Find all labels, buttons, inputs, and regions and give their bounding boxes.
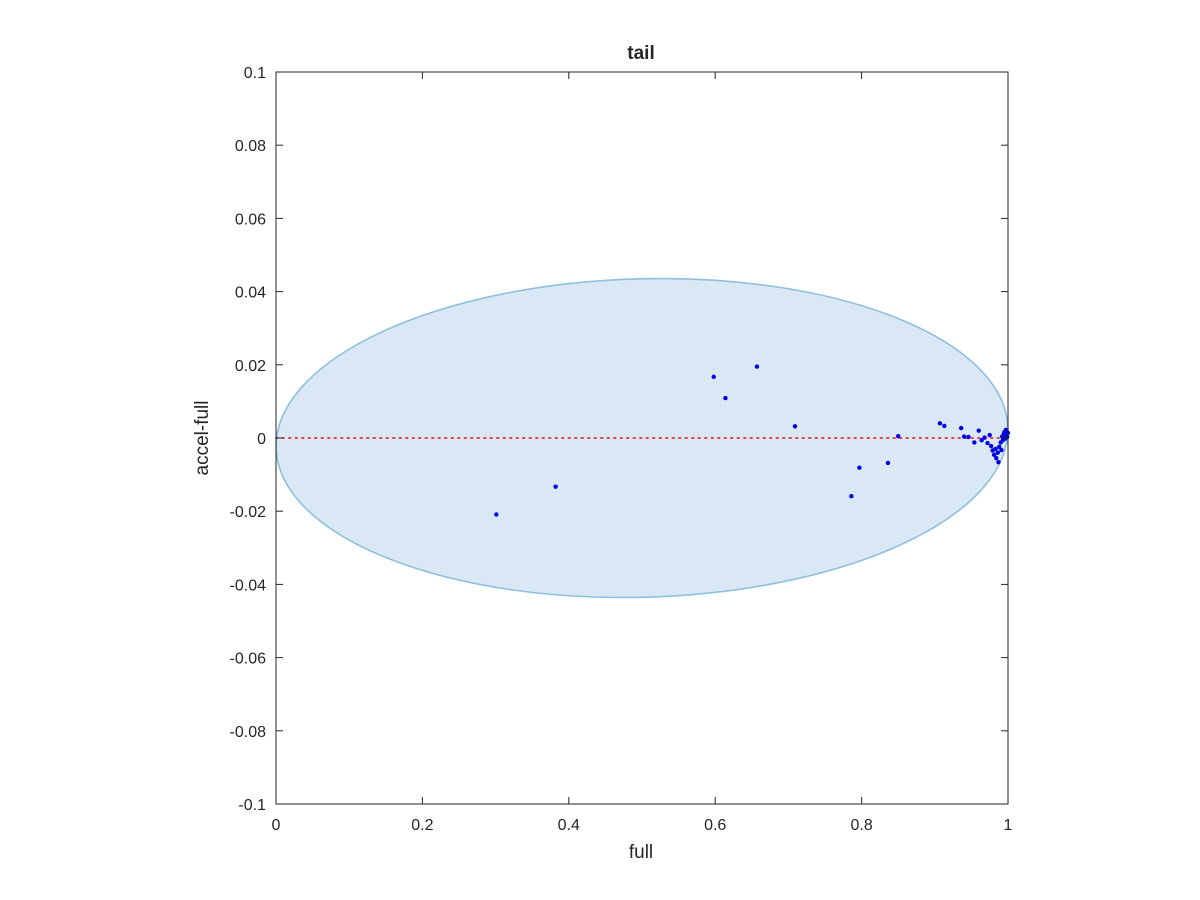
x-tick-label: 1 — [1004, 817, 1013, 834]
data-point — [996, 459, 1001, 465]
data-point — [857, 465, 862, 470]
y-tick-label: 0.06 — [235, 211, 266, 228]
data-point — [985, 440, 990, 446]
axes: 0 0.2 0.4 0.6 0.8 1 -0.1 -0.08 -0.06 -0.04 -0.02 0 0… — [230, 65, 1013, 834]
y-tick-label: 0.02 — [235, 358, 266, 375]
data-point — [991, 452, 997, 458]
x-tick-label: 0.4 — [558, 817, 580, 834]
y-tick-label: 0.08 — [235, 138, 266, 155]
x-tick-label: 0 — [272, 817, 281, 834]
data-point — [976, 428, 981, 433]
data-point — [966, 434, 971, 440]
y-axis-label: accel-full — [192, 401, 213, 476]
data-point — [999, 447, 1004, 453]
data-point — [896, 433, 901, 439]
data-point — [849, 493, 854, 499]
x-tick-label: 0.2 — [411, 817, 433, 834]
data-point — [995, 450, 1000, 455]
data-point — [958, 425, 964, 431]
data-point — [997, 444, 1002, 449]
x-tick-label: 0.6 — [704, 817, 726, 834]
data-point — [937, 421, 943, 426]
data-point — [982, 435, 987, 440]
chart-title: tail — [627, 43, 654, 64]
data-point — [972, 440, 977, 445]
y-tick-label: 0.04 — [235, 285, 266, 302]
data-point — [792, 424, 798, 429]
data-point — [723, 395, 728, 401]
x-tick-label: 0.8 — [850, 817, 872, 834]
data-point — [988, 443, 994, 449]
y-tick-label: -0.02 — [230, 504, 267, 521]
y-tick-label: 0.1 — [244, 65, 266, 82]
data-point — [979, 437, 984, 443]
data-point — [494, 512, 499, 517]
y-tick-label: -0.1 — [238, 797, 266, 814]
y-tick-label: -0.04 — [230, 577, 267, 594]
y-tick-label: 0 — [257, 431, 266, 448]
plot-area — [275, 277, 1011, 599]
data-point — [942, 423, 947, 429]
data-point — [754, 364, 760, 369]
x-axis-label: full — [629, 842, 653, 863]
data-point — [987, 432, 992, 438]
data-point — [961, 434, 967, 439]
data-point — [885, 460, 891, 466]
data-point — [994, 455, 999, 461]
y-tick-label: -0.08 — [230, 724, 267, 741]
y-tick-label: -0.06 — [230, 651, 267, 668]
data-point — [553, 484, 558, 489]
data-point — [993, 446, 998, 452]
data-point — [711, 374, 716, 380]
